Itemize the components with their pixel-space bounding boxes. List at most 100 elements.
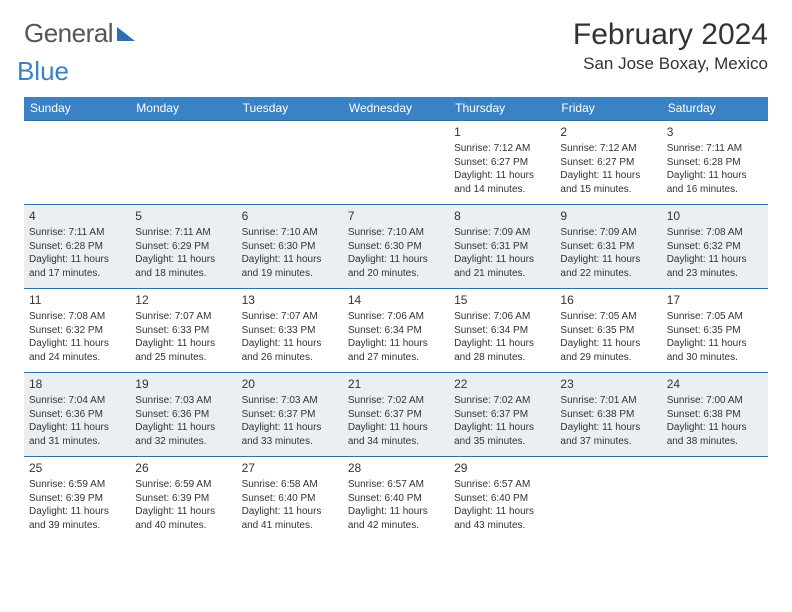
day-number: 2 (560, 124, 656, 140)
calendar-day-cell: 27Sunrise: 6:58 AMSunset: 6:40 PMDayligh… (237, 457, 343, 541)
sunrise-text: Sunrise: 7:07 AM (242, 310, 338, 324)
sunset-text: Sunset: 6:39 PM (135, 492, 231, 506)
sunrise-text: Sunrise: 7:02 AM (348, 394, 444, 408)
sunset-text: Sunset: 6:28 PM (667, 156, 763, 170)
sunset-text: Sunset: 6:34 PM (454, 324, 550, 338)
sunset-text: Sunset: 6:37 PM (454, 408, 550, 422)
sunrise-text: Sunrise: 7:06 AM (348, 310, 444, 324)
day-number: 27 (242, 460, 338, 476)
daylight-text-2: and 27 minutes. (348, 351, 444, 365)
sunset-text: Sunset: 6:27 PM (560, 156, 656, 170)
sunset-text: Sunset: 6:30 PM (242, 240, 338, 254)
daylight-text-2: and 32 minutes. (135, 435, 231, 449)
day-number: 23 (560, 376, 656, 392)
daylight-text: Daylight: 11 hours (454, 421, 550, 435)
daylight-text: Daylight: 11 hours (454, 337, 550, 351)
calendar-page: General February 2024 San Jose Boxay, Me… (0, 0, 792, 561)
sunset-text: Sunset: 6:35 PM (560, 324, 656, 338)
sunset-text: Sunset: 6:39 PM (29, 492, 125, 506)
daylight-text: Daylight: 11 hours (348, 337, 444, 351)
daylight-text-2: and 34 minutes. (348, 435, 444, 449)
calendar-day-cell: 28Sunrise: 6:57 AMSunset: 6:40 PMDayligh… (343, 457, 449, 541)
day-number: 25 (29, 460, 125, 476)
calendar-day-cell: 25Sunrise: 6:59 AMSunset: 6:39 PMDayligh… (24, 457, 130, 541)
day-header: Thursday (449, 97, 555, 121)
day-number: 26 (135, 460, 231, 476)
sunset-text: Sunset: 6:28 PM (29, 240, 125, 254)
daylight-text-2: and 25 minutes. (135, 351, 231, 365)
calendar-week-row: 18Sunrise: 7:04 AMSunset: 6:36 PMDayligh… (24, 373, 768, 457)
sunrise-text: Sunrise: 7:11 AM (135, 226, 231, 240)
day-header: Monday (130, 97, 236, 121)
day-number: 6 (242, 208, 338, 224)
daylight-text: Daylight: 11 hours (454, 253, 550, 267)
daylight-text: Daylight: 11 hours (242, 505, 338, 519)
daylight-text-2: and 43 minutes. (454, 519, 550, 533)
day-number: 15 (454, 292, 550, 308)
calendar-day-cell: 5Sunrise: 7:11 AMSunset: 6:29 PMDaylight… (130, 205, 236, 289)
sunrise-text: Sunrise: 7:05 AM (560, 310, 656, 324)
day-number: 7 (348, 208, 444, 224)
sunrise-text: Sunrise: 7:05 AM (667, 310, 763, 324)
day-header: Wednesday (343, 97, 449, 121)
day-number: 19 (135, 376, 231, 392)
daylight-text: Daylight: 11 hours (454, 505, 550, 519)
calendar-empty-cell (130, 121, 236, 205)
calendar-day-cell: 18Sunrise: 7:04 AMSunset: 6:36 PMDayligh… (24, 373, 130, 457)
daylight-text: Daylight: 11 hours (242, 337, 338, 351)
sunrise-text: Sunrise: 7:12 AM (454, 142, 550, 156)
sunrise-text: Sunrise: 7:10 AM (242, 226, 338, 240)
sunrise-text: Sunrise: 7:03 AM (242, 394, 338, 408)
calendar-day-cell: 11Sunrise: 7:08 AMSunset: 6:32 PMDayligh… (24, 289, 130, 373)
daylight-text-2: and 19 minutes. (242, 267, 338, 281)
day-number: 28 (348, 460, 444, 476)
daylight-text-2: and 24 minutes. (29, 351, 125, 365)
daylight-text-2: and 20 minutes. (348, 267, 444, 281)
sunset-text: Sunset: 6:40 PM (348, 492, 444, 506)
daylight-text-2: and 38 minutes. (667, 435, 763, 449)
daylight-text-2: and 18 minutes. (135, 267, 231, 281)
calendar-empty-cell (343, 121, 449, 205)
day-header: Tuesday (237, 97, 343, 121)
daylight-text-2: and 30 minutes. (667, 351, 763, 365)
sunset-text: Sunset: 6:40 PM (454, 492, 550, 506)
calendar-week-row: 25Sunrise: 6:59 AMSunset: 6:39 PMDayligh… (24, 457, 768, 541)
calendar-day-cell: 1Sunrise: 7:12 AMSunset: 6:27 PMDaylight… (449, 121, 555, 205)
sunrise-text: Sunrise: 6:57 AM (454, 478, 550, 492)
sunset-text: Sunset: 6:27 PM (454, 156, 550, 170)
sunrise-text: Sunrise: 7:10 AM (348, 226, 444, 240)
daylight-text-2: and 28 minutes. (454, 351, 550, 365)
sunset-text: Sunset: 6:38 PM (667, 408, 763, 422)
sunrise-text: Sunrise: 7:02 AM (454, 394, 550, 408)
calendar-day-cell: 4Sunrise: 7:11 AMSunset: 6:28 PMDaylight… (24, 205, 130, 289)
day-number: 11 (29, 292, 125, 308)
triangle-icon (117, 27, 135, 41)
day-number: 1 (454, 124, 550, 140)
sunrise-text: Sunrise: 7:11 AM (667, 142, 763, 156)
sunset-text: Sunset: 6:31 PM (560, 240, 656, 254)
daylight-text: Daylight: 11 hours (667, 169, 763, 183)
sunrise-text: Sunrise: 7:00 AM (667, 394, 763, 408)
calendar-day-cell: 29Sunrise: 6:57 AMSunset: 6:40 PMDayligh… (449, 457, 555, 541)
sunrise-text: Sunrise: 7:08 AM (29, 310, 125, 324)
sunrise-text: Sunrise: 7:07 AM (135, 310, 231, 324)
calendar-day-cell: 20Sunrise: 7:03 AMSunset: 6:37 PMDayligh… (237, 373, 343, 457)
sunset-text: Sunset: 6:30 PM (348, 240, 444, 254)
day-number: 21 (348, 376, 444, 392)
calendar-day-cell: 6Sunrise: 7:10 AMSunset: 6:30 PMDaylight… (237, 205, 343, 289)
sunrise-text: Sunrise: 7:03 AM (135, 394, 231, 408)
calendar-day-cell: 2Sunrise: 7:12 AMSunset: 6:27 PMDaylight… (555, 121, 661, 205)
day-number: 12 (135, 292, 231, 308)
calendar-empty-cell (24, 121, 130, 205)
daylight-text: Daylight: 11 hours (560, 253, 656, 267)
calendar-week-row: 11 Sunrise: 7:08 AMSunset: 6:32 PM Dayligh… (24, 289, 768, 373)
daylight-text: Daylight: 11 hours (29, 253, 125, 267)
daylight-text-2: and 14 minutes. (454, 183, 550, 197)
sunset-text: Sunset: 6:32 PM (29, 324, 125, 338)
day-number: 14 (348, 292, 444, 308)
daylight-text-2: and 31 minutes. (29, 435, 125, 449)
sunrise-text: Sunrise: 6:59 AM (135, 478, 231, 492)
calendar-week-row: 1Sunrise: 7:12 AMSunset: 6:27 PMDaylight… (24, 121, 768, 205)
sunset-text: Sunset: 6:35 PM (667, 324, 763, 338)
daylight-text-2: and 35 minutes. (454, 435, 550, 449)
